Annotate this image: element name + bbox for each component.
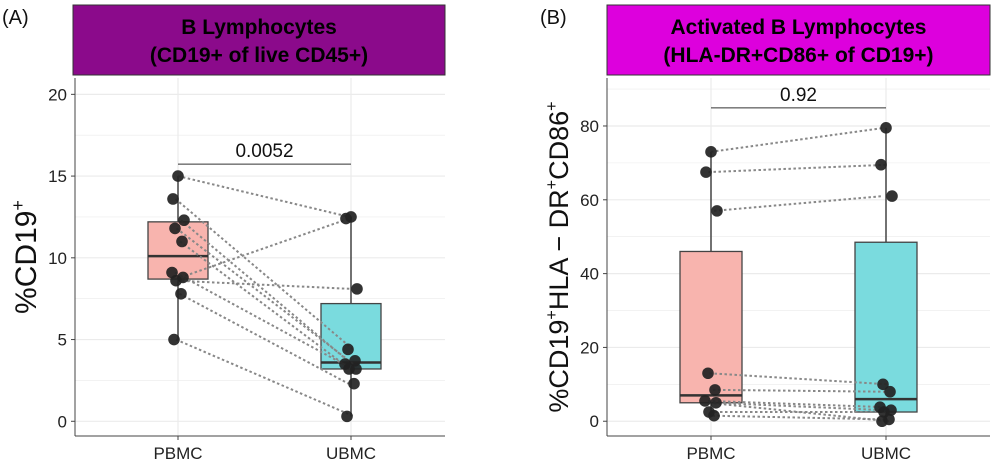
panel-b: (B) Activated B Lymphocytes (HLA-DR+CD86+ … [540,4,991,462]
data-point [877,378,889,391]
data-point [343,363,355,375]
label-text: %CD19 [544,320,574,413]
y-tick-label: 20 [580,338,599,357]
box-pbmc [679,250,743,404]
data-point [341,410,353,423]
pair-line [708,401,890,423]
pair-line [174,198,354,351]
y-tick-label: 40 [580,265,599,284]
x-tick-label: UBMC [861,444,911,462]
superscript: + [543,310,561,319]
data-point [880,122,892,134]
data-point [705,146,717,158]
label-text: %CD19 [10,211,43,314]
panel-label: (A) [2,7,29,29]
pair-line [712,414,884,421]
label-text: CD86 [544,111,574,180]
title-strip [72,4,446,76]
y-axis-label: %CD19+​ [8,200,43,314]
pair-line [174,271,353,370]
pair-line [175,338,355,418]
data-point [178,214,190,227]
data-point [875,158,887,171]
x-tick-label: PBMC [153,444,202,462]
data-point [699,395,711,407]
pair-line [713,401,885,412]
y-tick-label: 0 [58,412,67,431]
p-value-label: 0.92 [780,85,817,106]
data-point [340,212,352,225]
title-strip [606,4,991,76]
pair-line [179,292,349,385]
data-point [709,384,721,396]
data-point [342,343,354,356]
data-point [884,385,896,398]
superscript: + [543,101,561,110]
y-tick-label: 10 [48,249,67,268]
pair-line [708,163,889,174]
pair-line [713,195,884,212]
p-value-label: 0.0052 [235,141,293,162]
data-point [886,190,898,202]
pair-line [179,240,351,370]
y-tick-label: 5 [58,331,67,350]
data-point [172,170,184,182]
panel-a: (A) B Lymphocytes (CD19+ of live CD45+) 0 5 1… [2,4,446,462]
y-tick-label: 15 [48,167,67,186]
pair-line [176,279,352,290]
x-tick-label: PBMC [686,444,735,462]
data-point [348,377,360,390]
data-point [700,166,712,178]
y-tick-label: 60 [580,191,599,210]
data-point [710,396,722,409]
superscript: + [543,180,561,189]
pair-line [177,175,350,218]
data-point [176,235,188,248]
chart-title-line: (HLA-DR+CD86+ of CD19+) [663,44,933,67]
y-tick-label: 80 [580,117,599,136]
data-point [170,274,182,287]
panel-label: (B) [540,7,567,29]
data-point [175,287,187,300]
pair-line [175,227,355,365]
y-axis-label: %CD19+​HLA − DR+​CD86+​ [543,101,574,412]
superscript: + [8,200,28,211]
chart-title-line: (CD19+ of live CD45+) [150,44,368,67]
data-point [169,222,181,235]
pair-line [712,388,886,393]
data-point [708,409,720,422]
data-point [168,333,180,346]
label-text: HLA − DR [544,189,574,310]
chart-title-line: Activated B Lymphocytes [671,16,927,39]
data-point [167,193,179,205]
chart-title-line: B Lymphocytes [181,16,337,39]
pair-line [710,126,885,153]
data-point [351,283,363,295]
y-tick-label: 20 [48,85,67,104]
y-tick-label: 0 [590,412,599,431]
data-point [702,367,714,380]
data-point [876,415,888,428]
x-tick-label: UBMC [326,444,376,462]
data-point [711,205,723,217]
